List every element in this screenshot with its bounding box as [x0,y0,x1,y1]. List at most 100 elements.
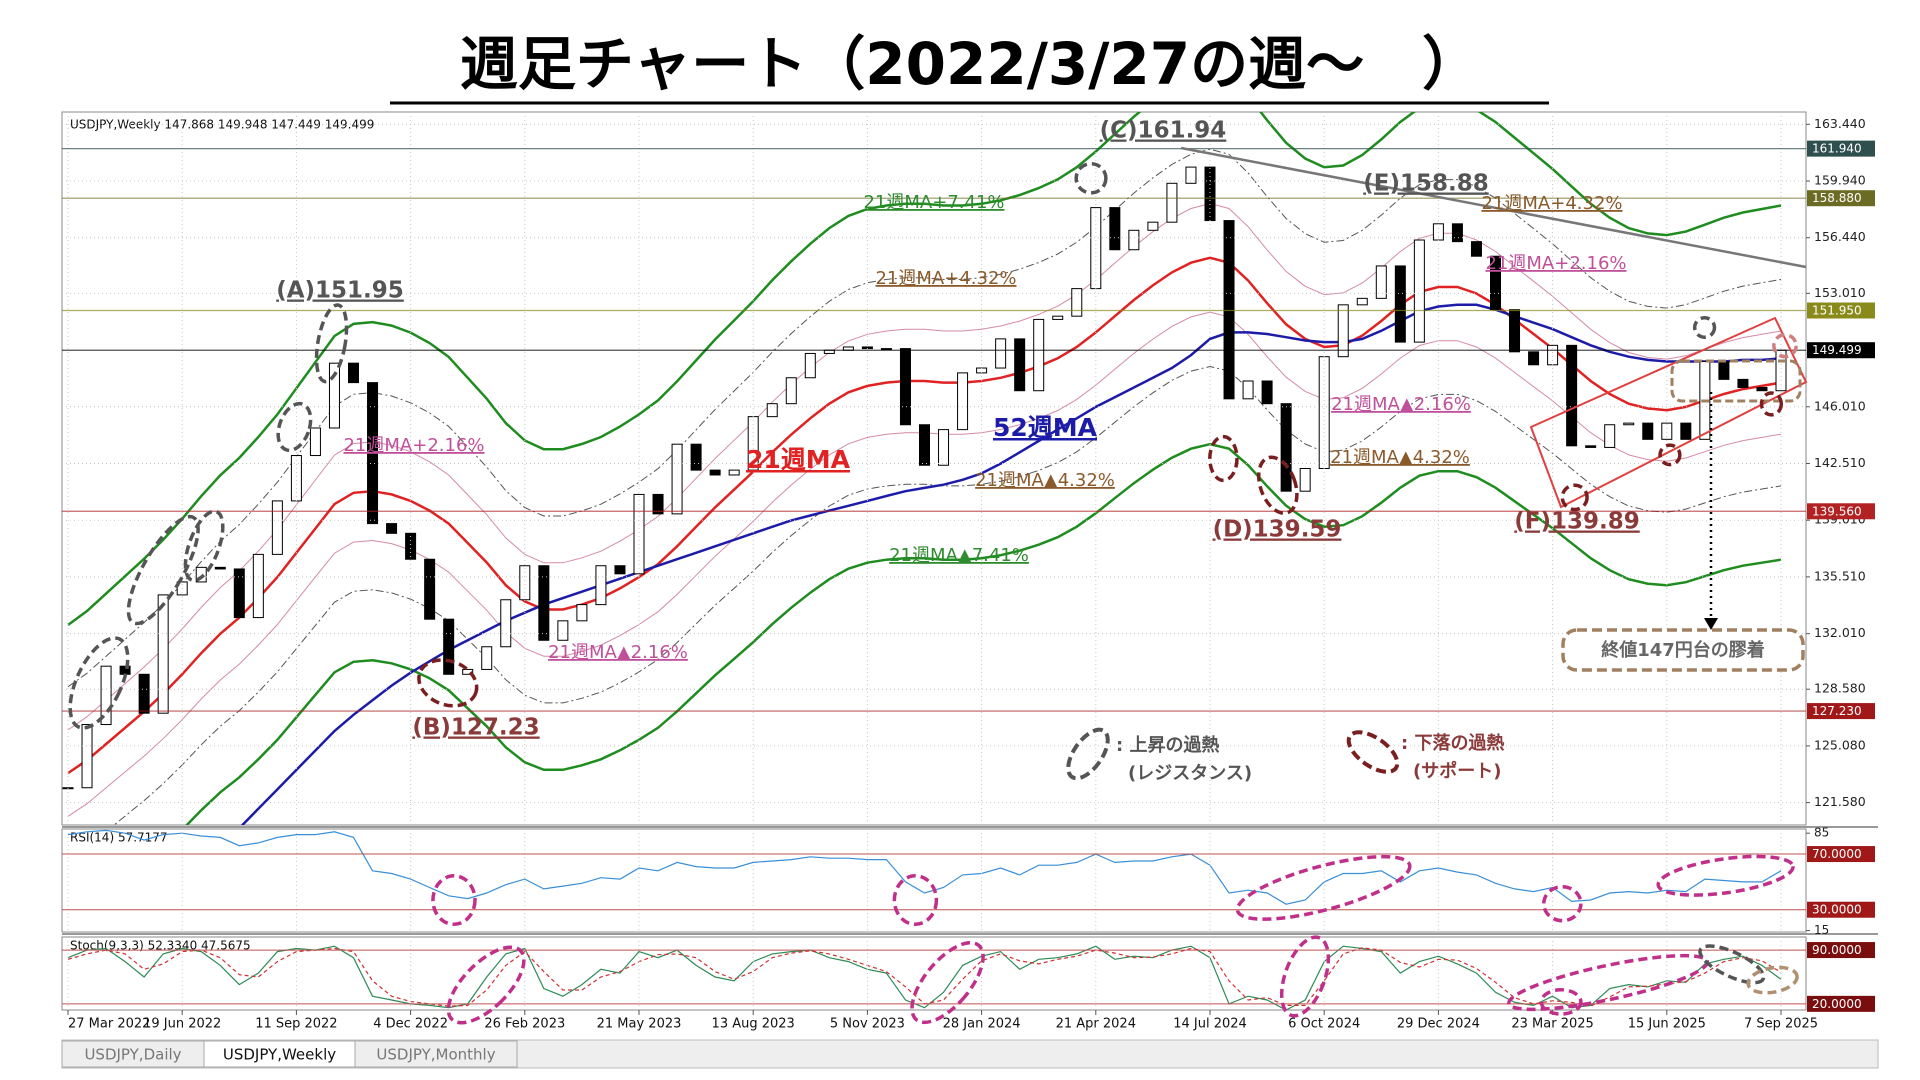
candle [1128,229,1140,251]
x-tick-label: 5 Nov 2023 [830,1017,905,1032]
price-label-box [1807,190,1875,207]
highlight-ellipse [1656,854,1795,897]
level-box [1807,942,1875,959]
candle [233,568,245,619]
y-tick-label: 20.0000 [1812,997,1862,1011]
x-tick-label: 15 Jun 2025 [1628,1017,1706,1032]
y-tick-label: 135.510 [1814,568,1866,583]
highlight-ellipse [1542,884,1583,923]
x-tick-label: 14 Jul 2024 [1173,1017,1247,1032]
band-line [67,148,1782,688]
highlight-ellipse [1772,333,1798,359]
price-label: 149.499 [1812,343,1862,357]
band-label: 21週MA+4.32% [875,268,1016,289]
highlight-ellipse [1698,944,1766,985]
highlight-ellipse [910,940,985,1025]
candle [386,523,398,534]
annotation: (E)158.88 [1363,171,1489,197]
highlight-ellipse [1658,443,1682,467]
candle [804,352,816,379]
candle [766,403,778,418]
price-label-box [1807,703,1875,720]
candle [652,493,664,515]
highlight-ellipse [1692,316,1717,339]
candle [367,382,379,525]
candle [1413,239,1425,343]
tab[interactable] [203,1040,356,1068]
rsi-title: RSI(14) 57.7177 [70,831,168,845]
candle [1166,182,1178,223]
candle [309,427,321,457]
y-tick-label: 70.0000 [1812,847,1862,861]
candle [500,599,512,648]
y-tick-label: 156.440 [1814,229,1866,244]
y-tick-label: 90.0000 [1812,943,1862,957]
candle [595,565,607,606]
x-tick-label: 21 May 2023 [597,1017,682,1032]
candle [1071,288,1083,317]
main-panel [61,111,1807,826]
y-tick-label: 30.0000 [1812,903,1862,917]
candle [671,443,683,515]
candle [1147,221,1159,231]
candle [1299,468,1311,492]
annotation: (B)127.23 [412,715,539,741]
band-line [113,365,1782,825]
candle [633,493,645,575]
candle [1737,378,1749,388]
y-tick-label: 125.080 [1814,737,1866,752]
legend-ellipse [1346,730,1400,774]
tab-label: USDJPY,Monthly [376,1046,495,1064]
candle [1718,361,1730,380]
candle [690,443,702,471]
candle [1566,344,1578,447]
tab[interactable] [61,1040,205,1068]
legend-text: : 上昇の過熱 [1116,734,1219,756]
band-label: 21週MA▲2.16% [548,642,688,663]
candle [728,469,740,476]
legend-sub: (サポート) [1413,760,1501,782]
x-tick-label: 29 Dec 2024 [1397,1017,1480,1032]
band-label: 21週MA▲4.32% [975,470,1115,491]
candle [1337,304,1349,358]
highlight-ellipse [1759,391,1784,417]
x-tick-label: 23 Mar 2025 [1511,1017,1593,1032]
band-label: 21週MA▲7.41% [889,545,1029,566]
price-label-box [1807,503,1875,520]
candle [1185,166,1197,184]
candle [290,455,302,502]
price-label: 151.950 [1812,304,1862,318]
band-label: 21週MA+2.16% [1485,253,1626,274]
candle [81,724,93,789]
ma-label: 21週MA [746,445,851,474]
candle [1604,424,1616,448]
candle [709,469,721,476]
tab[interactable] [354,1040,518,1068]
candle [614,565,626,575]
level-box [1807,995,1875,1012]
highlight-ellipse [314,303,349,384]
candle [271,500,283,555]
x-tick-label: 28 Jan 2024 [943,1017,1021,1032]
candle [1756,386,1768,392]
y-tick-label: 132.010 [1814,625,1866,640]
band-label: 21週MA+2.16% [343,435,484,456]
x-tick-label: 26 Feb 2023 [484,1017,565,1032]
highlight-ellipse [126,514,200,626]
candle [576,604,588,622]
highlight-ellipse [1279,935,1331,1018]
y-tick-label: 142.510 [1814,455,1866,470]
trend-line [1180,146,1807,269]
annotation: (A)151.95 [276,278,404,304]
y-tick-label: 15 [1814,923,1829,937]
candle [1394,265,1406,343]
candle [1470,241,1482,257]
candle [1528,351,1540,366]
candle [557,620,569,641]
price-label: 139.560 [1812,504,1862,518]
band-label: 21週MA▲4.32% [1330,447,1470,468]
stoch-title: Stoch(9,3,3) 52.3340 47.5675 [70,939,251,953]
arrow-head [1704,618,1718,630]
